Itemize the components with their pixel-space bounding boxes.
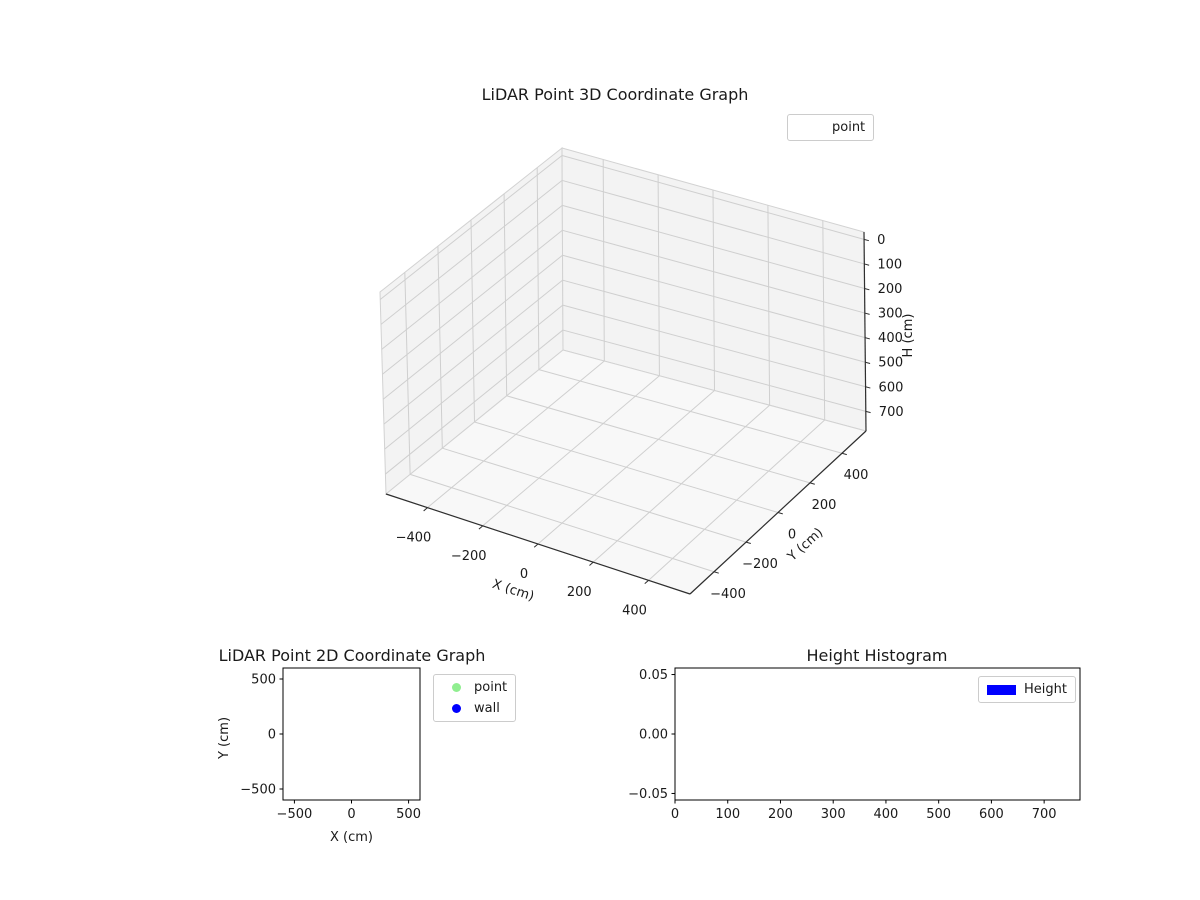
grid-line-x xyxy=(482,375,660,527)
z-tick xyxy=(864,263,870,266)
x-tick xyxy=(589,561,594,566)
grid-line-x xyxy=(602,159,605,362)
y-tick-label: −0.05 xyxy=(628,787,668,802)
x-tick-label: 400 xyxy=(622,603,647,618)
grid-line-x xyxy=(822,220,826,420)
x-tick xyxy=(423,507,428,512)
y-tick xyxy=(745,541,751,545)
x-tick-label: 500 xyxy=(926,807,951,822)
hist-legend-label-height: Height xyxy=(1024,682,1067,697)
y-tick xyxy=(841,452,847,456)
x-tick-label: 0 xyxy=(520,567,528,582)
x-tick-label: −400 xyxy=(396,531,432,546)
y-tick xyxy=(713,571,719,574)
x-tick xyxy=(533,543,539,548)
y-tick-label: 500 xyxy=(251,673,276,688)
x-tick xyxy=(644,579,649,585)
hist-legend-row-height: Height xyxy=(987,679,1067,700)
x-tick-label: −500 xyxy=(277,807,313,822)
x-tick-label: 400 xyxy=(874,807,899,822)
z-tick-label: 600 xyxy=(879,380,904,395)
z-tick-label: 100 xyxy=(877,257,902,272)
plot2d-title: LiDAR Point 2D Coordinate Graph xyxy=(218,646,486,665)
x-tick-label: 200 xyxy=(768,807,793,822)
plot3d-legend-label-point: point xyxy=(832,120,866,135)
point-marker-icon xyxy=(452,683,461,692)
y-axis-label: Y (cm) xyxy=(217,717,232,760)
z-tick-label: 0 xyxy=(877,233,885,248)
plot3d-legend-row: point xyxy=(796,117,865,138)
grid-line-y xyxy=(470,219,475,423)
x-tick-label: 0 xyxy=(671,807,679,822)
plot2d-legend-row-point: point xyxy=(442,677,507,698)
height-bar-marker-icon xyxy=(987,684,1016,695)
lidar2d-axes-frame xyxy=(282,667,421,801)
y-tick-label: 0.00 xyxy=(639,728,668,743)
grid-line-x xyxy=(427,360,605,509)
z-tick-label: 200 xyxy=(878,282,903,297)
x-axis-label: X (cm) xyxy=(490,577,536,605)
grid-line-y xyxy=(404,272,411,475)
z-tick-label: 500 xyxy=(878,356,903,371)
grid-line-x xyxy=(767,205,771,406)
z-tick-label: 400 xyxy=(878,331,903,346)
y-tick-label: 0 xyxy=(788,528,796,543)
grid-line-x xyxy=(657,174,660,376)
y-tick xyxy=(777,512,783,515)
y-tick-label: 400 xyxy=(844,468,869,483)
x-tick-label: 600 xyxy=(979,807,1004,822)
hist-legend: Height xyxy=(978,676,1076,703)
grid-line-x xyxy=(537,390,715,545)
x-tick-label: 700 xyxy=(1032,807,1057,822)
y-tick-label: 0.05 xyxy=(639,668,668,683)
z-tick xyxy=(864,288,870,291)
y-tick-label: −500 xyxy=(240,783,276,798)
z-axis-label: H (cm) xyxy=(901,314,916,358)
z-tick xyxy=(864,312,870,315)
grid-line-y xyxy=(437,246,443,449)
grid-line-x xyxy=(648,419,826,581)
plot2d-legend: point wall xyxy=(433,674,517,722)
plot2d-legend-row-wall: wall xyxy=(442,698,507,719)
z-tick xyxy=(863,238,870,242)
z-tick-label: 300 xyxy=(878,307,903,322)
z-tick xyxy=(865,386,871,389)
y-tick-label: −400 xyxy=(710,587,746,602)
grid-line-x xyxy=(712,189,715,391)
x-tick-label: 0 xyxy=(347,807,355,822)
y-tick-label: −200 xyxy=(742,557,778,572)
z-tick xyxy=(865,361,871,364)
z-tick xyxy=(864,337,870,340)
grid-line-y xyxy=(503,193,508,396)
x-tick-label: 200 xyxy=(567,585,592,600)
wall-marker-icon xyxy=(452,704,461,713)
hist-title: Height Histogram xyxy=(806,646,948,665)
z-tick xyxy=(865,410,871,414)
y-tick xyxy=(809,482,815,485)
x-tick xyxy=(478,525,484,530)
y-tick-label: 0 xyxy=(268,728,276,743)
plot3d-legend-empty-handle xyxy=(796,123,826,133)
x-tick-label: 500 xyxy=(396,807,421,822)
x-tick-label: 300 xyxy=(821,807,846,822)
plot2d-legend-label-point: point xyxy=(474,680,508,695)
x-axis-label: X (cm) xyxy=(330,830,373,845)
grid-line-x xyxy=(592,404,770,563)
z-axis-line xyxy=(863,231,867,432)
z-tick-label: 700 xyxy=(879,405,904,420)
plot3d-title: LiDAR Point 3D Coordinate Graph xyxy=(481,85,749,104)
y-tick-label: 200 xyxy=(812,498,837,513)
x-tick-label: −200 xyxy=(451,549,487,564)
x-tick-label: 100 xyxy=(715,807,740,822)
plot2d-legend-label-wall: wall xyxy=(474,701,500,716)
grid-line-y xyxy=(536,167,540,370)
plot3d-legend: point xyxy=(787,114,875,141)
